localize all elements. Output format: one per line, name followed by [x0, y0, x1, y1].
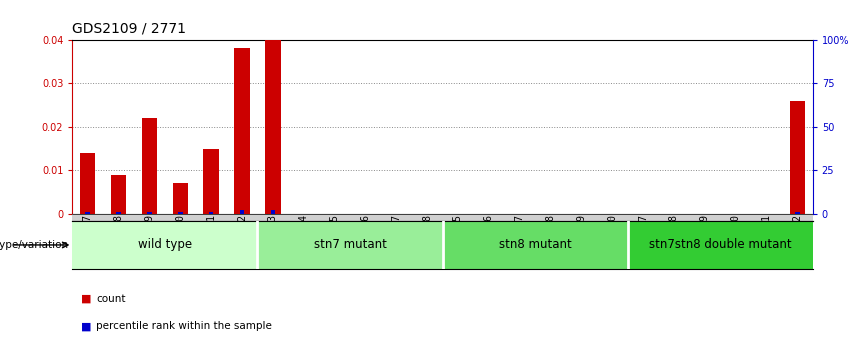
Text: stn7 mutant: stn7 mutant: [313, 238, 386, 252]
Text: GSM50881: GSM50881: [762, 214, 772, 261]
Bar: [147, 212, 151, 214]
Text: stn7stn8 double mutant: stn7stn8 double mutant: [648, 238, 791, 252]
Text: GSM50848: GSM50848: [113, 214, 123, 261]
Text: GSM50868: GSM50868: [545, 214, 556, 261]
Text: GSM50851: GSM50851: [206, 214, 216, 261]
Text: GSM50857: GSM50857: [391, 214, 402, 261]
Text: wild type: wild type: [138, 238, 192, 252]
Text: GSM50880: GSM50880: [730, 214, 740, 261]
Bar: [257, 221, 443, 269]
Text: GSM50850: GSM50850: [175, 214, 186, 261]
Bar: [85, 212, 90, 214]
Text: GSM50867: GSM50867: [515, 214, 525, 261]
Bar: [142, 118, 157, 214]
Bar: [234, 48, 249, 214]
Bar: [790, 101, 805, 214]
Text: GSM50856: GSM50856: [360, 214, 370, 261]
Bar: [117, 212, 121, 214]
Text: GSM50849: GSM50849: [145, 214, 155, 261]
Bar: [443, 221, 627, 269]
Bar: [266, 40, 281, 214]
Bar: [111, 175, 126, 214]
Text: GSM50866: GSM50866: [483, 214, 494, 261]
Text: GSM50882: GSM50882: [792, 214, 802, 261]
Text: ■: ■: [81, 321, 91, 331]
Bar: [80, 153, 95, 214]
Bar: [178, 212, 183, 214]
Text: genotype/variation: genotype/variation: [0, 240, 68, 250]
Text: GDS2109 / 2771: GDS2109 / 2771: [72, 21, 186, 35]
Text: GSM50877: GSM50877: [638, 214, 648, 261]
Text: count: count: [96, 294, 126, 304]
Text: GSM50865: GSM50865: [453, 214, 463, 261]
Text: GSM50879: GSM50879: [700, 214, 710, 261]
Bar: [240, 210, 244, 214]
Text: GSM50853: GSM50853: [268, 214, 278, 261]
Text: GSM50869: GSM50869: [576, 214, 586, 261]
Text: GSM50870: GSM50870: [607, 214, 617, 261]
Bar: [627, 221, 813, 269]
Text: GSM50847: GSM50847: [83, 214, 93, 261]
Text: GSM50854: GSM50854: [299, 214, 309, 261]
Text: GSM50858: GSM50858: [422, 214, 432, 261]
Text: stn8 mutant: stn8 mutant: [499, 238, 571, 252]
Bar: [72, 221, 257, 269]
Text: percentile rank within the sample: percentile rank within the sample: [96, 321, 272, 331]
Text: GSM50878: GSM50878: [669, 214, 679, 261]
Bar: [173, 184, 188, 214]
Text: GSM50855: GSM50855: [329, 214, 340, 261]
Bar: [795, 212, 800, 214]
Bar: [203, 149, 219, 214]
Text: ■: ■: [81, 294, 91, 304]
Bar: [271, 210, 275, 214]
Text: GSM50852: GSM50852: [237, 214, 247, 261]
Bar: [208, 212, 214, 214]
